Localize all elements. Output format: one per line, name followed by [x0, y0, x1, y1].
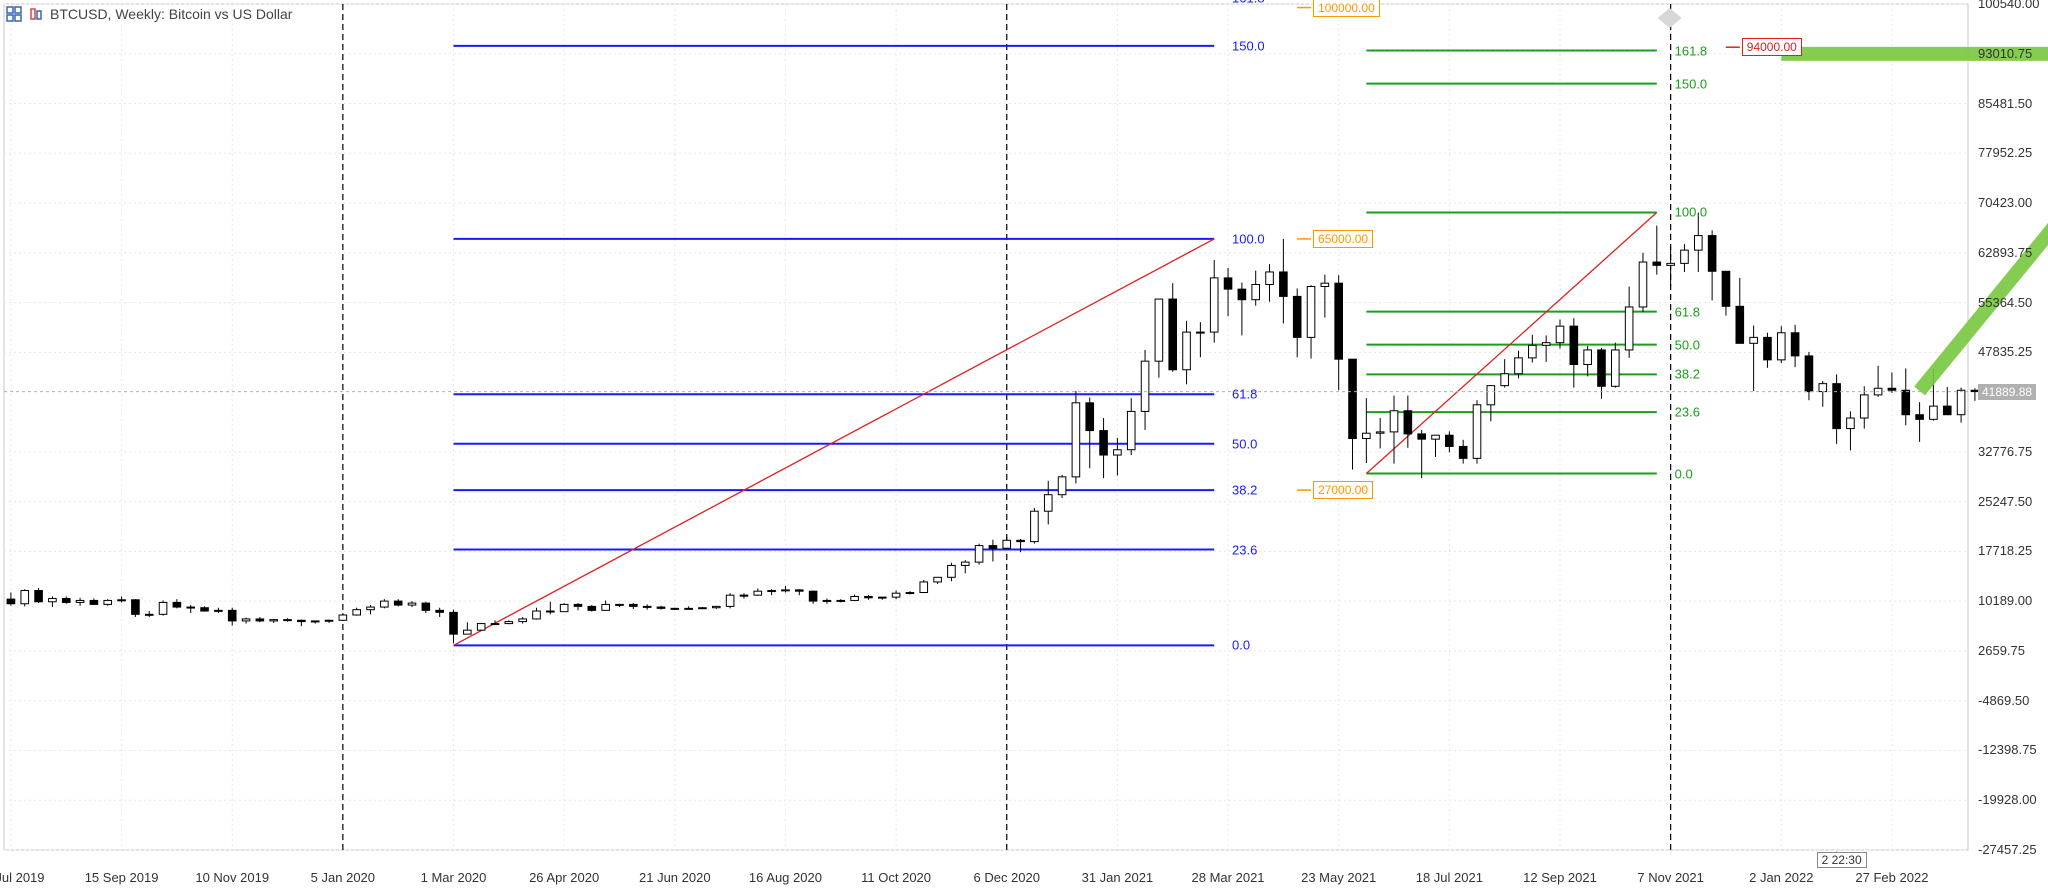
countdown-label: 2 22:30: [1817, 852, 1867, 868]
x-axis-tick: 18 Jul 2021: [1416, 870, 1483, 885]
price-annotation: 65000.00: [1313, 230, 1373, 248]
fib-level-label: 61.8: [1232, 387, 1257, 402]
x-axis-tick: 5 Jan 2020: [311, 870, 375, 885]
y-axis-tick: 55364.50: [1978, 295, 2032, 310]
x-axis-tick: 7 Nov 2021: [1637, 870, 1704, 885]
x-axis-tick: 31 Jan 2021: [1082, 870, 1154, 885]
grid-icon[interactable]: [6, 6, 22, 22]
y-axis-tick: 85481.50: [1978, 96, 2032, 111]
x-axis-tick: 6 Dec 2020: [973, 870, 1040, 885]
y-axis-tick: 100540.00: [1978, 0, 2039, 11]
y-axis-tick: 10189.00: [1978, 593, 2032, 608]
fib-level-label: 50.0: [1675, 337, 1700, 352]
x-axis-tick: 10 Nov 2019: [195, 870, 269, 885]
fib-level-label: 38.2: [1232, 483, 1257, 498]
x-axis-tick: 23 May 2021: [1301, 870, 1376, 885]
fib-level-label: 23.6: [1675, 405, 1700, 420]
y-axis-tick: 70423.00: [1978, 195, 2032, 210]
fib-level-label: 150.0: [1675, 76, 1708, 91]
x-axis-tick: 12 Sep 2021: [1523, 870, 1597, 885]
fib-level-label: 61.8: [1675, 304, 1700, 319]
candle-icon[interactable]: [28, 6, 44, 22]
price-annotation: 94000.00: [1742, 38, 1802, 56]
price-annotation: 100000.00: [1313, 0, 1380, 17]
x-axis-tick: 11 Oct 2020: [861, 870, 931, 885]
fib-level-label: 161.8: [1675, 43, 1708, 58]
x-axis-tick: 16 Aug 2020: [749, 870, 822, 885]
x-axis-tick: 21 Jul 2019: [0, 870, 45, 885]
x-axis-tick: 27 Feb 2022: [1855, 870, 1928, 885]
x-axis-tick: 21 Jun 2020: [639, 870, 711, 885]
fib-level-label: 100.0: [1675, 205, 1708, 220]
chart-container: BTCUSD, Weekly: Bitcoin vs US Dollar 100…: [0, 0, 2048, 894]
fib-level-label: 100.0: [1232, 231, 1265, 246]
fib-level-label: 38.2: [1675, 367, 1700, 382]
y-axis-tick: 25247.50: [1978, 494, 2032, 509]
fib-level-label: 50.0: [1232, 436, 1257, 451]
y-axis-tick: 93010.75: [1978, 46, 2032, 61]
x-axis-tick: 2 Jan 2022: [1749, 870, 1813, 885]
y-axis-tick: -4869.50: [1978, 693, 2029, 708]
title-bar: BTCUSD, Weekly: Bitcoin vs US Dollar: [6, 6, 292, 22]
chart-svg[interactable]: [0, 0, 2048, 894]
y-axis-tick: 17718.25: [1978, 543, 2032, 558]
y-axis-tick: 2659.75: [1978, 643, 2025, 658]
fib-level-label: 161.8: [1232, 0, 1265, 5]
x-axis-tick: 28 Mar 2021: [1192, 870, 1265, 885]
current-price-label: 41889.88: [1978, 384, 2036, 400]
fib-level-label: 23.6: [1232, 542, 1257, 557]
fib-level-label: 0.0: [1232, 638, 1250, 653]
x-axis-tick: 1 Mar 2020: [421, 870, 487, 885]
chart-title: BTCUSD, Weekly: Bitcoin vs US Dollar: [50, 6, 292, 22]
y-axis-tick: -27457.25: [1978, 842, 2037, 857]
fib-level-label: 150.0: [1232, 38, 1265, 53]
y-axis-tick: -19928.00: [1978, 792, 2037, 807]
x-axis-tick: 26 Apr 2020: [529, 870, 599, 885]
y-axis-tick: 32776.75: [1978, 444, 2032, 459]
y-axis-tick: 47835.25: [1978, 344, 2032, 359]
fib-level-label: 0.0: [1675, 466, 1693, 481]
x-axis-tick: 15 Sep 2019: [85, 870, 159, 885]
y-axis-tick: 77952.25: [1978, 145, 2032, 160]
price-annotation: 27000.00: [1313, 481, 1373, 499]
y-axis-tick: 62893.75: [1978, 245, 2032, 260]
y-axis-tick: -12398.75: [1978, 742, 2037, 757]
